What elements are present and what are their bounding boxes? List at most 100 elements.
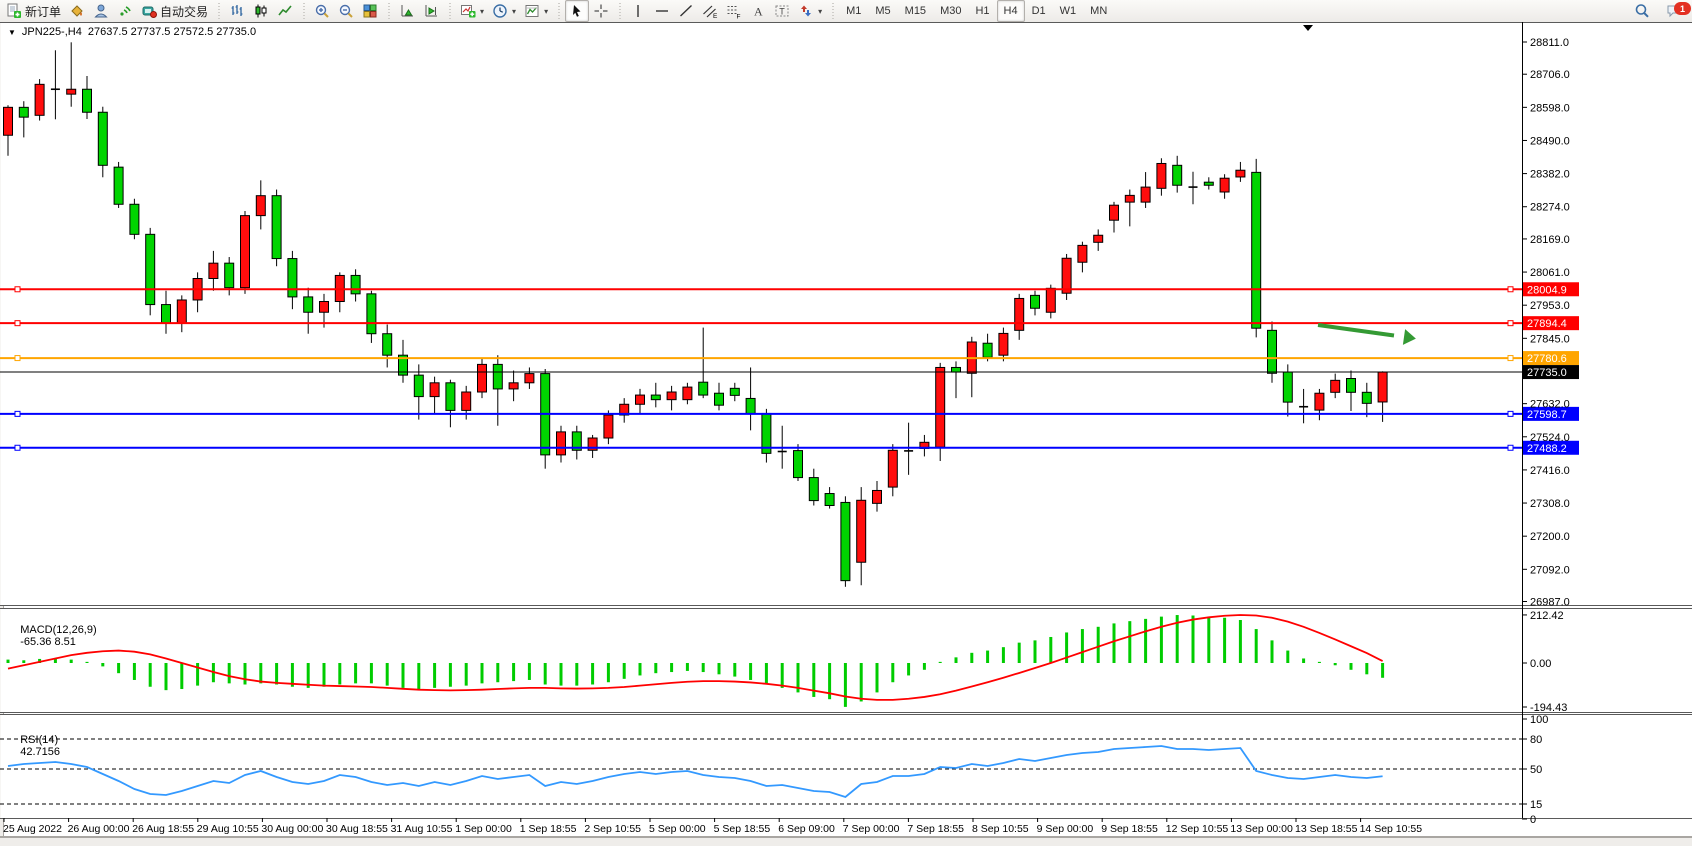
line-anchor-handle[interactable] bbox=[1507, 355, 1514, 362]
candle bbox=[113, 161, 124, 208]
notifications-button[interactable]: 1 bbox=[1662, 0, 1691, 22]
fibonacci-icon: F bbox=[726, 3, 742, 19]
text-button[interactable]: A bbox=[746, 0, 770, 22]
styler-button[interactable] bbox=[65, 0, 89, 22]
chart-title-collapse-icon[interactable]: ▼ bbox=[8, 27, 16, 37]
time-axis[interactable]: 25 Aug 2022 26 Aug 00:00 26 Aug 18:55 29 Au… bbox=[3, 818, 1422, 835]
line-anchor-handle[interactable] bbox=[14, 355, 21, 362]
arrow-annotation[interactable] bbox=[1317, 323, 1416, 345]
tile-windows-button[interactable] bbox=[358, 0, 382, 22]
candlestick-chart-button[interactable] bbox=[249, 0, 273, 22]
timeframe-button-M1[interactable]: M1 bbox=[846, 5, 862, 17]
zoom-in-button[interactable] bbox=[310, 0, 334, 22]
chart-symbol-period: JPN225-,H4 bbox=[21, 26, 82, 38]
bar-chart-button[interactable] bbox=[225, 0, 249, 22]
svg-text:27780.6: 27780.6 bbox=[1527, 353, 1567, 365]
line-anchor-handle[interactable] bbox=[1507, 444, 1514, 451]
channel-button[interactable]: E bbox=[698, 0, 722, 22]
price-tick-label: 28811.0 bbox=[1530, 37, 1569, 49]
line-anchor-handle[interactable] bbox=[1507, 286, 1514, 293]
candle bbox=[1156, 158, 1167, 196]
candle bbox=[635, 388, 645, 414]
new-order-button[interactable]: 新订单 bbox=[2, 0, 65, 22]
line-anchor-handle[interactable] bbox=[1507, 320, 1514, 327]
label-button[interactable]: T bbox=[770, 0, 794, 22]
chart-shift-button[interactable] bbox=[419, 0, 443, 22]
candle bbox=[840, 496, 851, 587]
search-button[interactable] bbox=[1630, 0, 1654, 22]
line-anchor-handle[interactable] bbox=[1507, 410, 1514, 417]
candle bbox=[587, 434, 598, 458]
toolbar-group bbox=[563, 0, 615, 22]
time-tick-label: 26 Aug 18:55 bbox=[132, 823, 194, 835]
trendline-icon bbox=[678, 3, 694, 19]
candle bbox=[1172, 155, 1183, 193]
candle bbox=[935, 362, 946, 462]
timeframe-button-MN[interactable]: MN bbox=[1090, 5, 1108, 17]
fibonacci-button[interactable]: F bbox=[722, 0, 746, 22]
chevron-down-icon[interactable]: ▾ bbox=[544, 6, 549, 16]
templates-button[interactable]: ▾ bbox=[520, 0, 552, 22]
bucket-icon bbox=[69, 3, 85, 19]
template-icon bbox=[524, 3, 540, 19]
timeframe-button-H1[interactable]: H1 bbox=[975, 5, 990, 17]
candle bbox=[887, 444, 898, 497]
candle bbox=[50, 50, 60, 120]
toolbar-separator bbox=[617, 3, 623, 19]
toolbar-separator bbox=[386, 3, 392, 19]
periods-button[interactable]: ▾ bbox=[488, 0, 520, 22]
macd-name: MACD(12,26,9) bbox=[20, 624, 97, 636]
price-tick-label: 28490.0 bbox=[1530, 135, 1570, 147]
line-anchor-handle[interactable] bbox=[14, 410, 21, 417]
zoom-out-button[interactable] bbox=[334, 0, 358, 22]
price-badge bbox=[1523, 440, 1579, 455]
timeframe-button-M30[interactable]: M30 bbox=[940, 5, 962, 17]
candle bbox=[1109, 201, 1119, 233]
price-tick-label: 28274.0 bbox=[1530, 202, 1570, 214]
time-tick-label: 2 Sep 10:55 bbox=[584, 823, 641, 835]
horizontal-line-button[interactable] bbox=[650, 0, 674, 22]
timeframe-button-W1[interactable]: W1 bbox=[1059, 5, 1077, 17]
vertical-line-button[interactable] bbox=[626, 0, 650, 22]
chevron-down-icon[interactable]: ▾ bbox=[818, 6, 823, 16]
cursor-icon bbox=[569, 3, 585, 19]
toolbar-separator bbox=[830, 3, 836, 19]
candle bbox=[556, 425, 566, 463]
chart-canvas[interactable]: 28004.9 27894.4 27780.6 27735.0 27598.7 27488… bbox=[0, 22, 1692, 845]
candle bbox=[255, 180, 266, 230]
signals-button[interactable] bbox=[113, 0, 137, 22]
zoom-in-icon bbox=[314, 3, 330, 19]
clock-icon bbox=[492, 3, 508, 19]
timeframe-button-H4[interactable]: H4 bbox=[996, 0, 1025, 22]
auto-scroll-button[interactable] bbox=[395, 0, 419, 22]
line-anchor-handle[interactable] bbox=[14, 320, 21, 327]
candle bbox=[524, 367, 535, 389]
line-anchor-handle[interactable] bbox=[14, 286, 21, 293]
trendline-button[interactable] bbox=[674, 0, 698, 22]
rsi-line bbox=[7, 745, 1383, 799]
crosshair-button[interactable] bbox=[589, 0, 613, 22]
time-tick-label: 13 Sep 00:00 bbox=[1230, 823, 1293, 835]
profile-button[interactable] bbox=[89, 0, 113, 22]
arrows-button[interactable]: ▾ bbox=[794, 0, 826, 22]
time-tick-label: 1 Sep 18:55 bbox=[520, 823, 577, 835]
svg-text:27894.4: 27894.4 bbox=[1527, 318, 1567, 330]
indicators-button[interactable]: ▾ bbox=[456, 0, 488, 22]
timeframe-button-M5[interactable]: M5 bbox=[875, 5, 891, 17]
timeframe-group: M1 M5 M15 M30 H1 H4 D1 W1 MN bbox=[837, 0, 1116, 22]
cursor-button[interactable] bbox=[565, 0, 590, 22]
chevron-down-icon[interactable]: ▾ bbox=[480, 6, 485, 16]
line-anchor-handle[interactable] bbox=[14, 444, 21, 451]
candle bbox=[793, 444, 803, 481]
candle bbox=[571, 425, 582, 460]
chevron-down-icon[interactable]: ▾ bbox=[512, 6, 517, 16]
candle bbox=[682, 382, 693, 405]
timeframe-button-M15[interactable]: M15 bbox=[904, 5, 927, 17]
signal-icon bbox=[117, 3, 133, 19]
autotrading-button[interactable]: 自动交易 bbox=[137, 0, 212, 22]
line-chart-button[interactable] bbox=[273, 0, 297, 22]
candle bbox=[1124, 189, 1135, 227]
timeframe-button-D1[interactable]: D1 bbox=[1031, 5, 1046, 17]
scroll-to-end-icon[interactable] bbox=[1303, 25, 1313, 31]
notification-badge: 1 bbox=[1674, 2, 1691, 15]
